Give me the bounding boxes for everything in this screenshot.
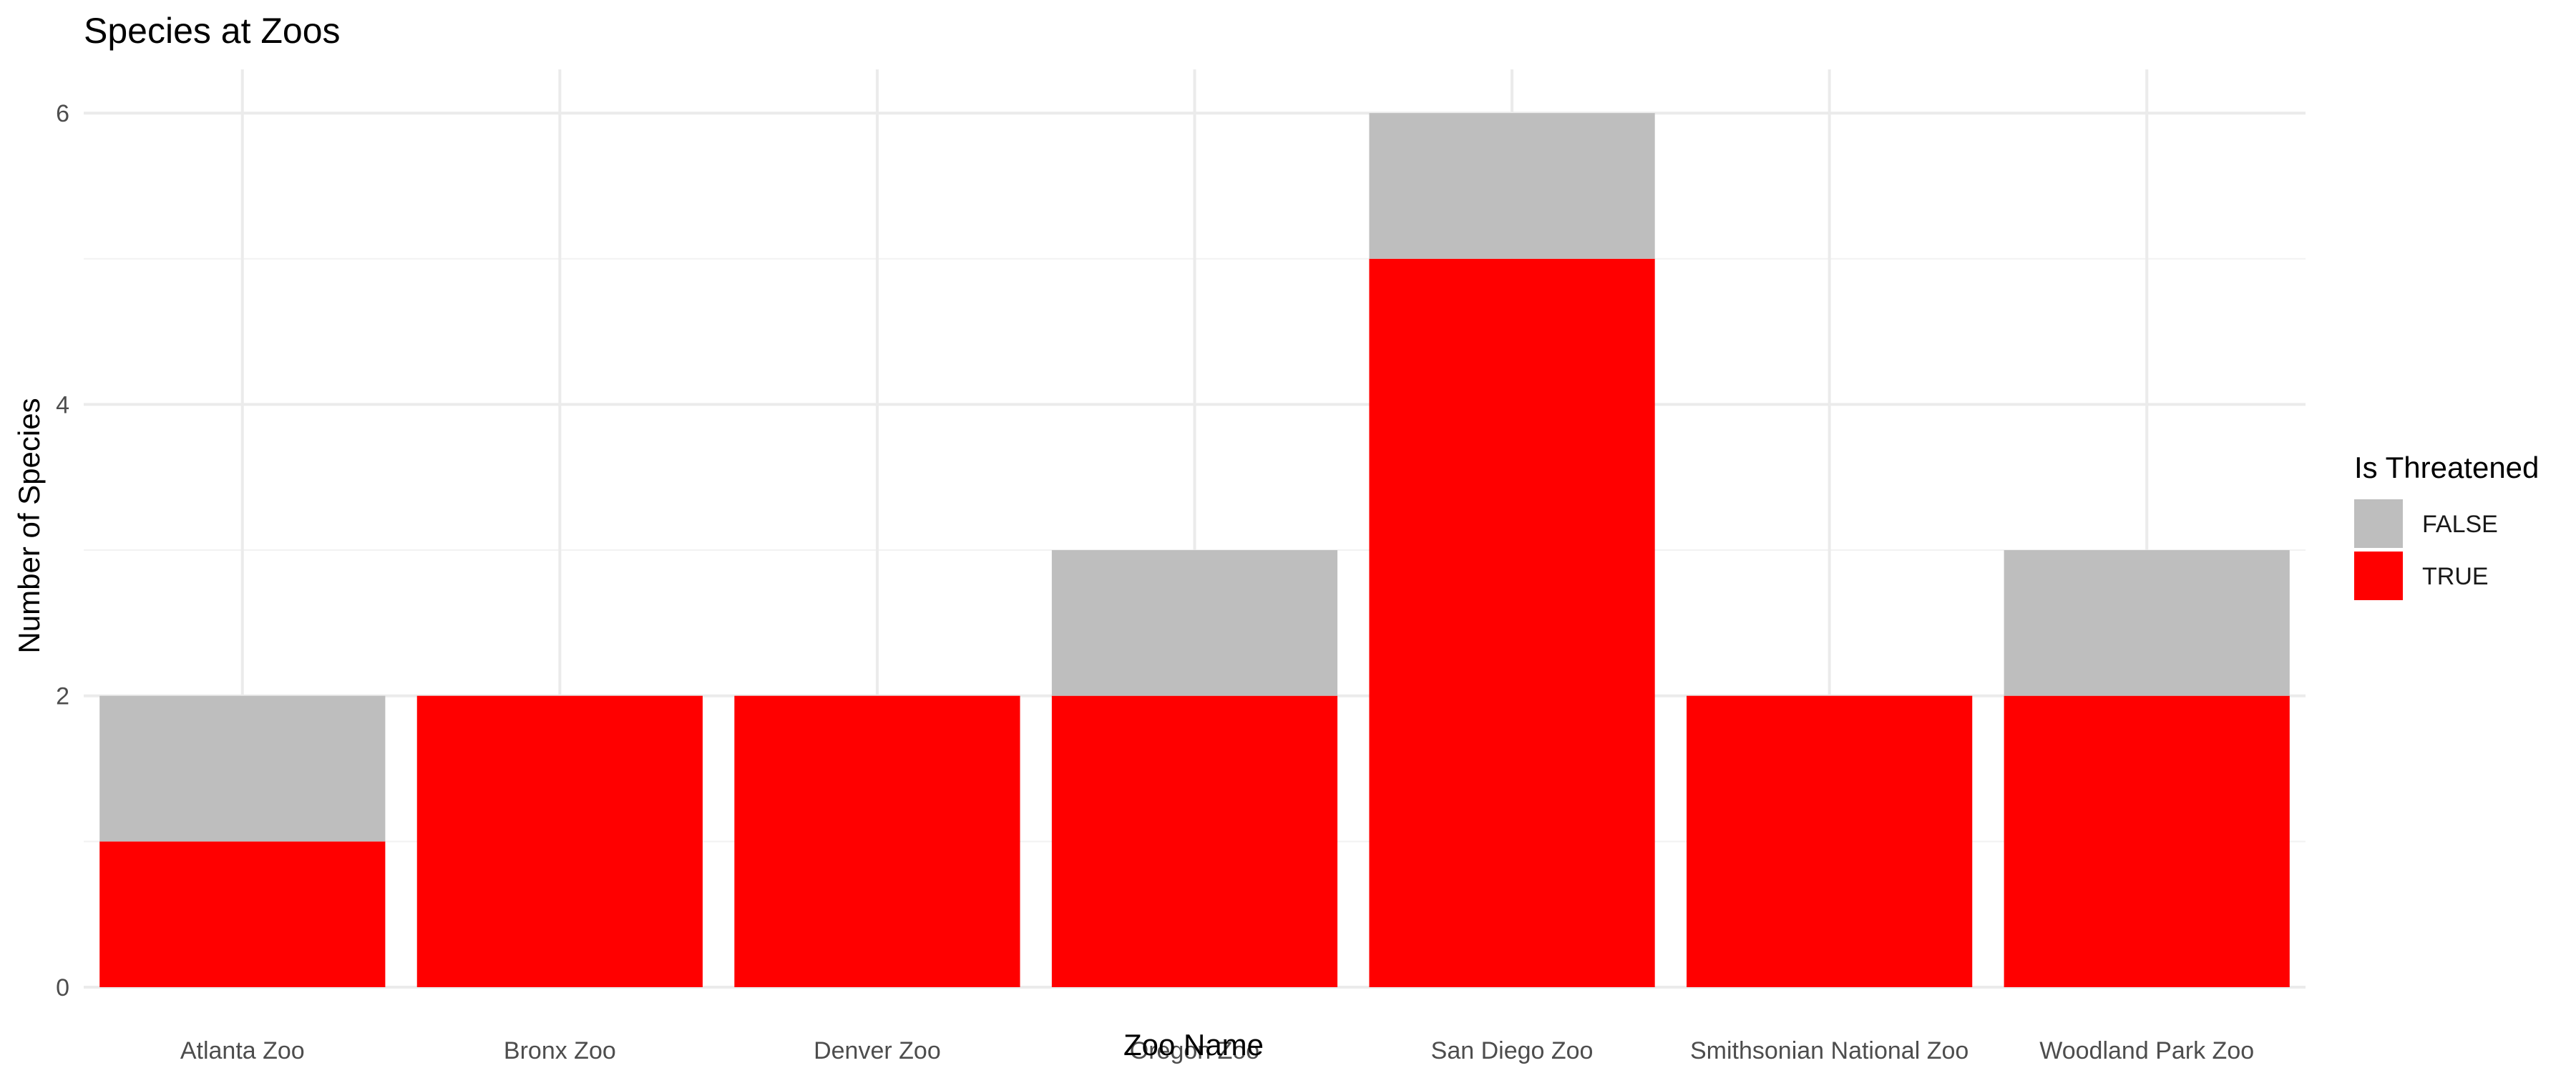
x-axis-ticks: Atlanta Zoo Bronx Zoo Denver Zoo Oregon Zoo… [180,1037,2254,1064]
bar-true-oregon-zoo [1051,695,1338,987]
y-axis-title: Number of Species [12,398,46,653]
bar-true-denver-zoo [734,695,1020,987]
bar-true-bronx-zoo [416,695,703,987]
bar-false-oregon-zoo [1051,550,1338,696]
x-tick-label: Bronx Zoo [504,1037,616,1064]
bar-true-san-diego-zoo [1369,258,1655,987]
legend-title: Is Threatened [2354,451,2539,484]
y-axis-ticks: 0 2 4 6 [56,100,69,1001]
y-tick-label: 4 [56,391,69,418]
legend-key-true [2354,552,2403,600]
bar-true-smithsonian-national-zoo [1687,695,1973,987]
x-tick-label: Oregon Zoo [1130,1037,1259,1064]
bars [99,113,2290,987]
bar-false-woodland-park-zoo [2004,550,2290,696]
x-tick-label: Atlanta Zoo [180,1037,305,1064]
x-tick-label: Denver Zoo [814,1037,941,1064]
y-tick-label: 2 [56,683,69,710]
y-tick-label: 6 [56,100,69,127]
chart-title: Species at Zoos [84,11,341,51]
legend-key-false [2354,499,2403,548]
x-tick-label: San Diego Zoo [1431,1037,1594,1064]
bar-false-san-diego-zoo [1369,113,1655,259]
y-tick-label: 0 [56,974,69,1001]
x-tick-label: Woodland Park Zoo [2039,1037,2254,1064]
legend: Is Threatened FALSE TRUE [2354,451,2539,600]
bar-true-atlanta-zoo [99,841,386,987]
bar-true-woodland-park-zoo [2004,695,2290,987]
legend-label-true: TRUE [2422,563,2489,590]
x-axis-title: Zoo Name [1123,1028,1264,1062]
x-tick-label: Smithsonian National Zoo [1690,1037,1968,1064]
bar-false-atlanta-zoo [99,695,386,842]
legend-label-false: FALSE [2422,511,2498,538]
